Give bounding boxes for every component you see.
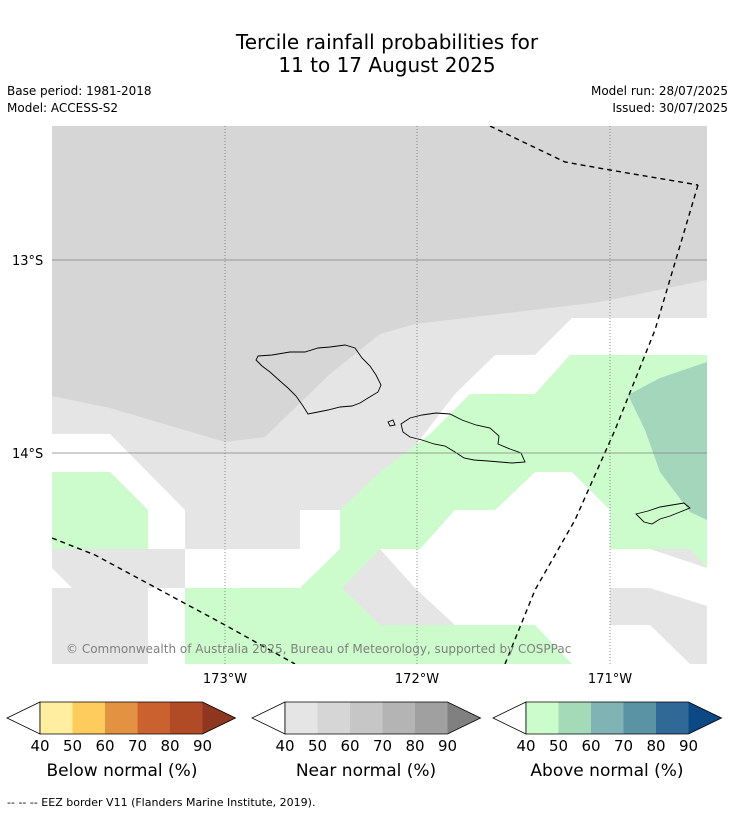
no-signal-band-lower bbox=[52, 568, 185, 664]
colorbar-outline bbox=[284, 701, 482, 735]
colorbar-left-arrow bbox=[6, 701, 41, 735]
colorbar-tick-label: 80 bbox=[405, 737, 424, 755]
colorbar-tick-label: 70 bbox=[128, 737, 147, 755]
colorbar-segment bbox=[382, 702, 415, 734]
colorbar-tick-label: 40 bbox=[30, 737, 49, 755]
below-normal-title: Below normal (%) bbox=[46, 761, 198, 781]
colorbar-segment bbox=[137, 702, 170, 734]
model-name: Model: ACCESS-S2 bbox=[7, 101, 119, 115]
tutuila-island-outline bbox=[635, 502, 691, 525]
colorbar-tick-label: 40 bbox=[275, 737, 294, 755]
colorbar-legend: 40 50 60 70 80 90 40 50 60 70 80 90 40 50 60 70 80 90 bbox=[6, 701, 723, 755]
model-run: Model run: 28/07/2025 bbox=[590, 84, 728, 98]
above-normal-40-region-central bbox=[340, 355, 707, 568]
upolu-island-outline bbox=[400, 412, 526, 464]
eez-footnote: -- -- -- EEZ border V11 (Flanders Marine… bbox=[7, 796, 316, 809]
colorbar-tick-label: 70 bbox=[614, 737, 633, 755]
colorbar-tick-label: 60 bbox=[340, 737, 359, 755]
title-line-2: 11 to 17 August 2025 bbox=[278, 53, 496, 77]
colorbar-left-arrow bbox=[251, 701, 286, 735]
chart-title: Tercile rainfall probabilities for 11 to… bbox=[0, 31, 736, 77]
map-area: © Commonwealth of Australia 2025, Bureau… bbox=[52, 126, 707, 664]
meta-left: Base period: 1981-2018 Model: ACCESS-S2 bbox=[7, 83, 152, 117]
eez-border-north bbox=[489, 126, 699, 186]
manono-island-outline bbox=[387, 419, 396, 427]
colorbar-outline bbox=[525, 701, 723, 735]
above-normal-40-region-south bbox=[185, 549, 572, 664]
no-signal-band-right bbox=[380, 472, 707, 664]
colorbar-segment bbox=[526, 702, 559, 734]
lon-label-171w: 171°W bbox=[588, 672, 632, 687]
colorbar-tick-label: 70 bbox=[373, 737, 392, 755]
title-line-1: Tercile rainfall probabilities for bbox=[235, 30, 539, 54]
colorbar-right-arrow bbox=[447, 702, 481, 734]
above-normal-title: Above normal (%) bbox=[530, 761, 684, 781]
colorbar-segment bbox=[591, 702, 624, 734]
colorbar-tick-label: 90 bbox=[193, 737, 212, 755]
above-normal-40-region-west bbox=[52, 472, 148, 549]
colorbar-segment bbox=[317, 702, 350, 734]
colorbar-segment bbox=[623, 702, 656, 734]
no-signal-band-center bbox=[185, 318, 707, 588]
lon-label-172w: 172°W bbox=[395, 672, 439, 687]
lat-label-14s: 14°S bbox=[12, 447, 43, 462]
colorbar-segment bbox=[105, 702, 138, 734]
eez-border-east bbox=[504, 184, 699, 664]
eez-border-southwest bbox=[52, 537, 296, 664]
colorbar-segment bbox=[72, 702, 105, 734]
colorbar-segment bbox=[40, 702, 73, 734]
colorbar-tick-label: 60 bbox=[581, 737, 600, 755]
colorbar-tick-label: 60 bbox=[95, 737, 114, 755]
colorbar-right-arrow bbox=[688, 702, 722, 734]
near-normal-title: Near normal (%) bbox=[295, 761, 437, 781]
issued-date: Issued: 30/07/2025 bbox=[612, 101, 728, 115]
lon-label-173w: 173°W bbox=[203, 672, 247, 687]
colorbar-tick-label: 50 bbox=[549, 737, 568, 755]
colorbar-segment bbox=[170, 702, 203, 734]
colorbar-segment bbox=[415, 702, 448, 734]
colorbar-tick-label: 80 bbox=[160, 737, 179, 755]
colorbar-tick-label: 90 bbox=[679, 737, 698, 755]
no-signal-band-upper bbox=[52, 434, 185, 549]
colorbar-segment bbox=[350, 702, 383, 734]
colorbar-tick-label: 50 bbox=[63, 737, 82, 755]
lat-label-13s: 13°S bbox=[12, 254, 43, 269]
colorbar-segment bbox=[656, 702, 689, 734]
map-credit: © Commonwealth of Australia 2025, Bureau… bbox=[66, 642, 571, 656]
savaii-island-outline bbox=[255, 344, 382, 415]
colorbar-tick-label: 50 bbox=[308, 737, 327, 755]
colorbar-segment bbox=[558, 702, 591, 734]
meta-right: Model run: 28/07/2025 Issued: 30/07/2025 bbox=[591, 83, 728, 117]
colorbar-segment bbox=[285, 702, 318, 734]
base-period: Base period: 1981-2018 bbox=[7, 84, 152, 98]
near-normal-50-region bbox=[52, 126, 707, 442]
colorbar-tick-label: 40 bbox=[516, 737, 535, 755]
colorbar-outline bbox=[39, 701, 237, 735]
colorbar-left-arrow bbox=[492, 701, 527, 735]
colorbar-tick-label: 80 bbox=[646, 737, 665, 755]
above-normal-50-region bbox=[628, 362, 707, 520]
colorbar-tick-label: 90 bbox=[438, 737, 457, 755]
colorbar-right-arrow bbox=[202, 702, 236, 734]
